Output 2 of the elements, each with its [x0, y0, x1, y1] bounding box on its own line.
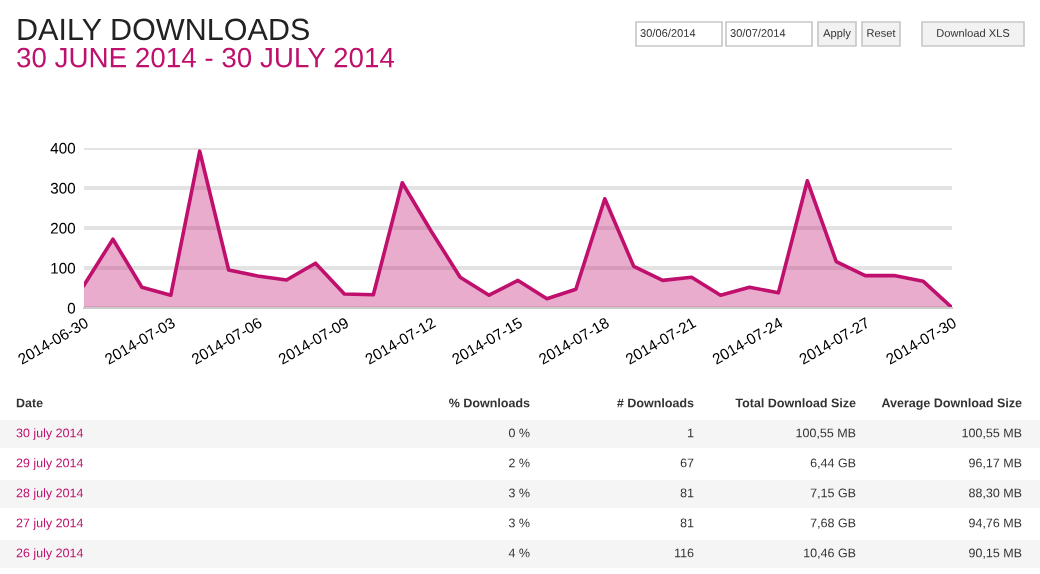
chart-subtitle: 30 JUNE 2014 - 30 JULY 2014 [17, 47, 395, 68]
chart-title: DAILY DOWNLOADS [18, 18, 309, 41]
